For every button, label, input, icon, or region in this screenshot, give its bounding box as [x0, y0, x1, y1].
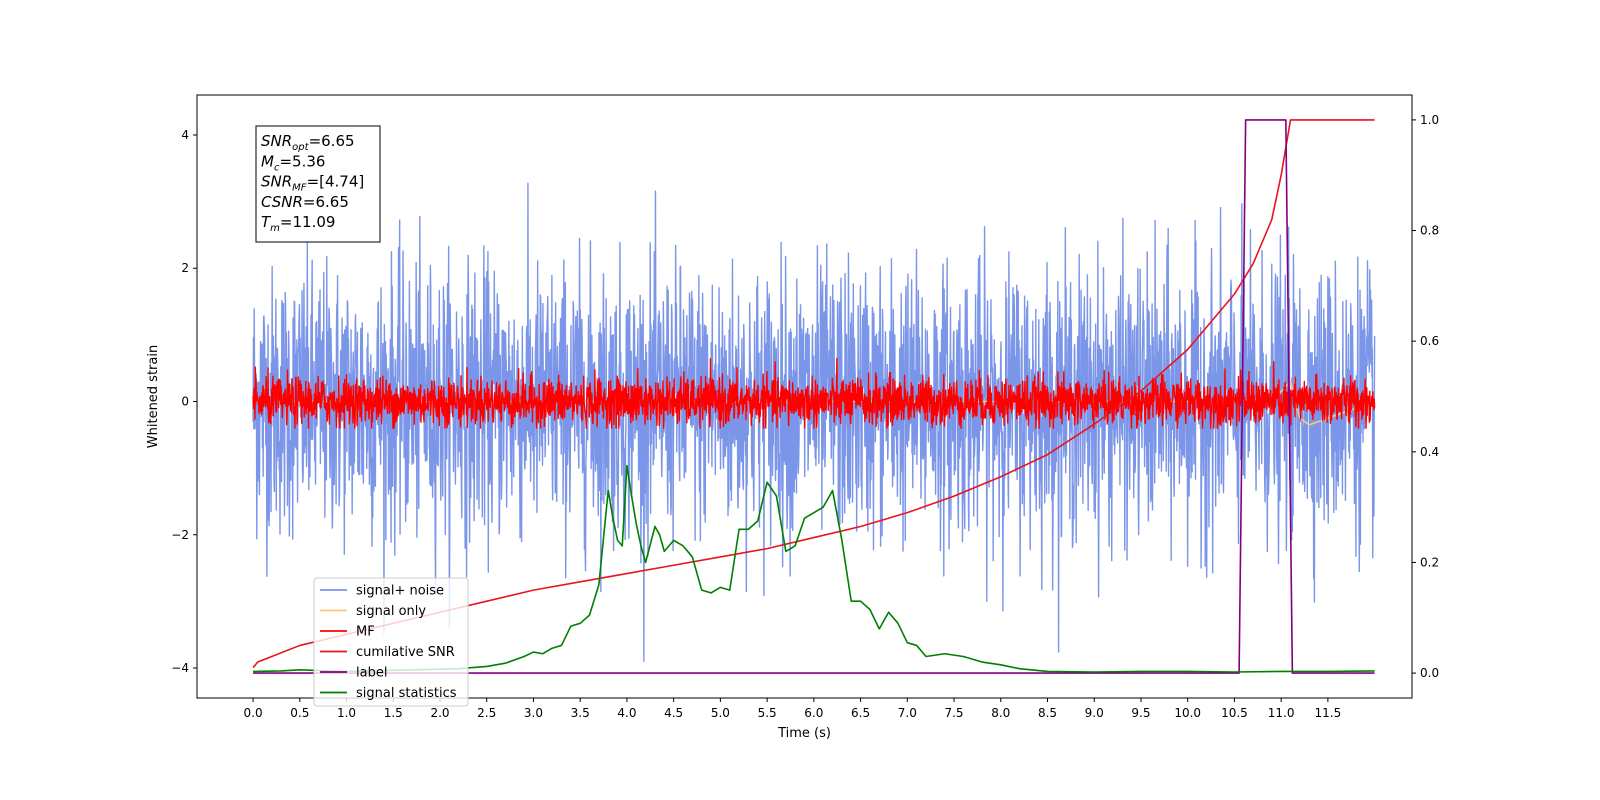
x-tick-label: 9.5 [1131, 706, 1150, 720]
y-axis-label: Whitened strain [146, 345, 161, 448]
x-tick-label: 2.0 [430, 706, 449, 720]
axes-frame [196, 94, 1413, 699]
x-tick-label: 4.0 [617, 706, 636, 720]
x-tick-label: 3.0 [524, 706, 543, 720]
legend: signal+ noise signal only MF cumilative SNR… [313, 577, 469, 707]
y2-tick-label: 0.2 [1420, 555, 1439, 569]
y2-tick-label: 0.6 [1420, 334, 1439, 348]
y2-tick-label: 0.0 [1420, 666, 1439, 680]
x-tick-label: 8.5 [1038, 706, 1057, 720]
x-tick-label: 6.5 [851, 706, 870, 720]
series-line-label [253, 119, 1375, 674]
legend-entry: cumilative SNR [356, 645, 455, 660]
y-axis-left: −4 −2 0 2 4 [171, 128, 197, 675]
annotation-line: SNRMF=[4.74] [261, 173, 364, 194]
x-axis: 0.0 0.5 1.0 1.5 2.0 2.5 3.0 3.5 4.0 4.5 5.0 5.5 6.0 6… [244, 698, 1342, 720]
x-tick-label: 7.5 [944, 706, 963, 720]
annotation-line: SNRopt=6.65 [261, 132, 355, 153]
legend-frame [313, 577, 469, 707]
x-tick-label: 0.5 [290, 706, 309, 720]
y2-tick-label: 0.8 [1420, 224, 1439, 238]
x-tick-label: 9.0 [1085, 706, 1104, 720]
y-tick-label: −4 [171, 661, 189, 675]
annotation-line: CSNR=6.65 [261, 193, 349, 211]
x-tick-label: 2.5 [477, 706, 496, 720]
x-tick-label: 1.5 [384, 706, 403, 720]
legend-entry: MF [356, 625, 375, 640]
legend-entry: label [356, 666, 387, 681]
x-tick-label: 5.5 [758, 706, 777, 720]
y2-tick-label: 0.4 [1420, 445, 1439, 459]
x-tick-label: 0.0 [244, 706, 263, 720]
y-tick-label: −2 [171, 528, 189, 542]
x-tick-label: 10.0 [1174, 706, 1201, 720]
x-tick-label: 8.0 [991, 706, 1010, 720]
series-line-signal-noise [252, 182, 1376, 663]
annotation-frame [255, 125, 381, 243]
series-line-mf [252, 357, 1376, 429]
x-tick-label: 1.0 [337, 706, 356, 720]
x-tick-label: 5.0 [711, 706, 730, 720]
annotation-line: Tm=11.09 [261, 213, 335, 234]
x-tick-label: 11.0 [1268, 706, 1295, 720]
x-tick-label: 4.5 [664, 706, 683, 720]
x-tick-label: 11.5 [1315, 706, 1342, 720]
y-axis-right: 0.0 0.2 0.4 0.6 0.8 1.0 [1412, 113, 1439, 680]
legend-entry: signal only [356, 604, 426, 619]
x-tick-label: 6.0 [804, 706, 823, 720]
y-tick-label: 4 [181, 128, 189, 142]
y-tick-label: 0 [181, 394, 189, 408]
legend-entry: signal statistics [356, 686, 457, 701]
x-axis-label: Time (s) [777, 726, 831, 741]
annotation-line: Mc=5.36 [261, 152, 325, 173]
x-tick-label: 3.5 [571, 706, 590, 720]
x-tick-label: 10.5 [1221, 706, 1248, 720]
y-tick-label: 2 [181, 261, 189, 275]
x-tick-label: 7.0 [898, 706, 917, 720]
series-line-signal-statistics [253, 464, 1375, 673]
y2-tick-label: 1.0 [1420, 113, 1439, 127]
legend-entry: signal+ noise [356, 584, 444, 599]
